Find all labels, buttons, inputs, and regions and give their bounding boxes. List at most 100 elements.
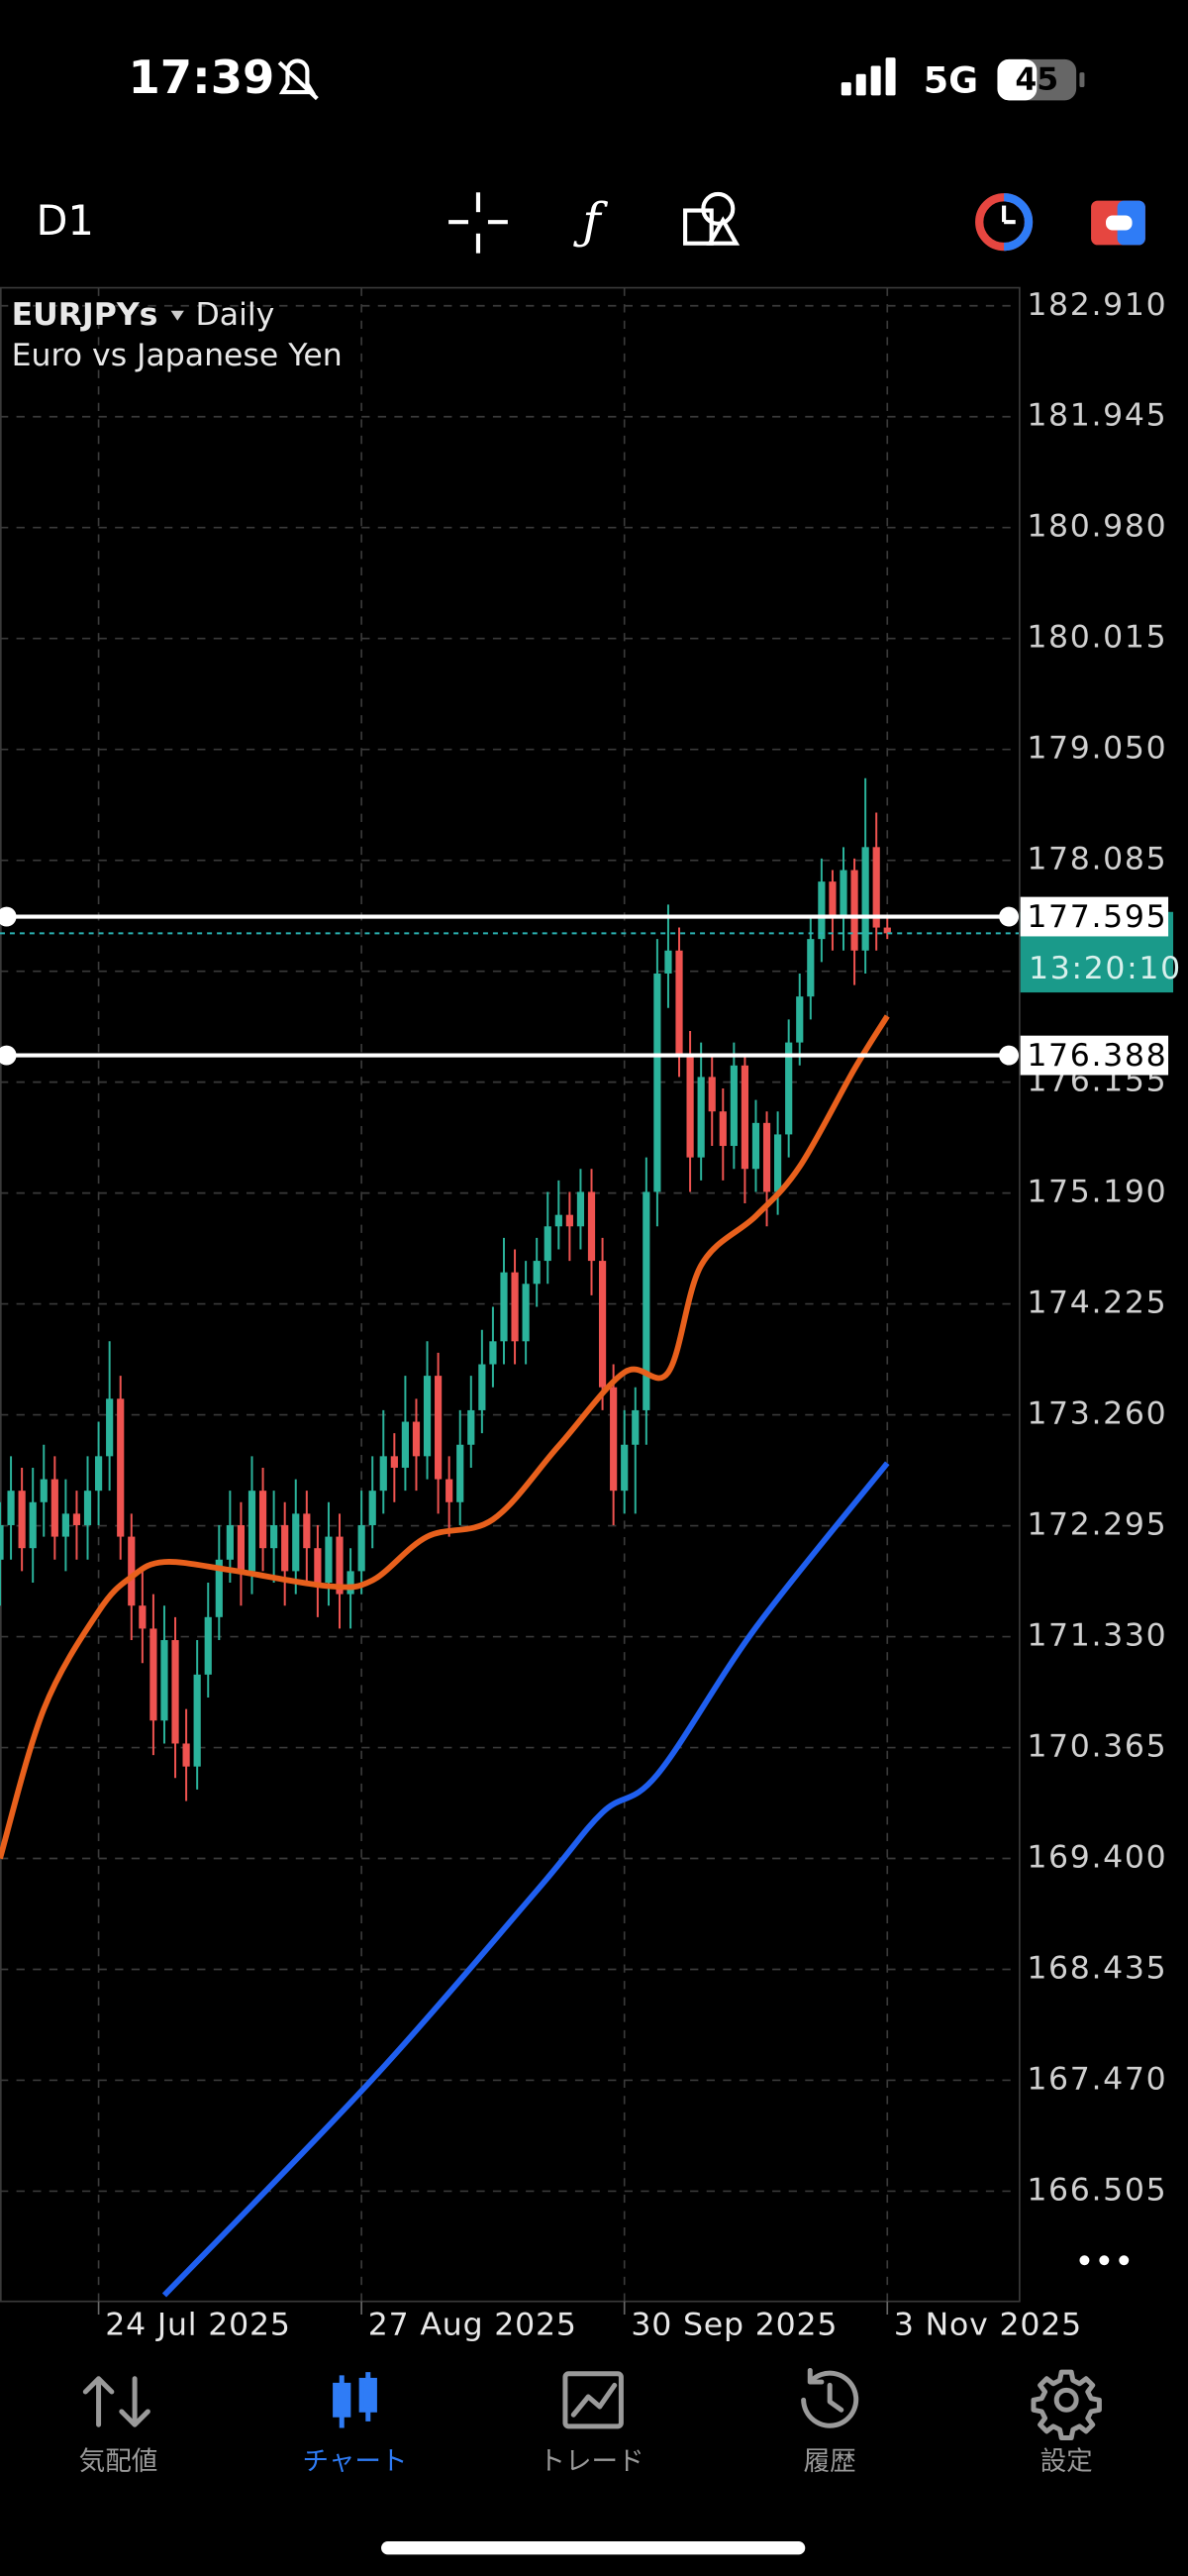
x-tick-label: 30 Sep 2025	[631, 2308, 838, 2343]
candle-body	[741, 1065, 749, 1170]
candle-body	[149, 1628, 157, 1721]
candle-body	[237, 1524, 246, 1572]
countdown: 13:20:10	[1029, 951, 1182, 986]
candle-body	[281, 1524, 289, 1572]
candle-body	[708, 1077, 716, 1112]
indicator-button[interactable]: ƒ	[572, 192, 608, 250]
candle-body	[840, 870, 847, 916]
candle-body	[785, 1042, 793, 1135]
y-tick-label: 173.260	[1027, 1396, 1167, 1432]
level-label-box	[1020, 1035, 1169, 1076]
y-tick-label: 167.470	[1027, 2061, 1167, 2097]
more-button[interactable]	[1079, 2255, 1130, 2266]
candle-body	[117, 1398, 125, 1537]
candle-body	[390, 1456, 398, 1468]
candle-body	[489, 1341, 497, 1365]
candle-body	[762, 1122, 771, 1192]
candle-body	[379, 1456, 387, 1492]
battery-level: 45	[1015, 61, 1058, 97]
candle-body	[412, 1421, 421, 1457]
candle-body	[18, 1491, 26, 1549]
timeframe[interactable]: D1	[37, 196, 94, 245]
level-label: 176.388	[1027, 1038, 1167, 1074]
moving-average	[0, 1014, 890, 1860]
level-handle[interactable]	[0, 906, 17, 927]
plot-frame	[0, 286, 1021, 2303]
chart-icon[interactable]	[333, 2372, 377, 2428]
battery-icon	[997, 58, 1085, 101]
candle-body	[292, 1513, 300, 1572]
level-handle[interactable]	[0, 1045, 17, 1066]
plot	[0, 777, 891, 2298]
candle-body	[435, 1376, 443, 1480]
level-label-box	[1020, 896, 1169, 937]
candle-body	[215, 1559, 223, 1617]
crosshair-button[interactable]	[448, 192, 508, 254]
candle-body	[258, 1491, 267, 1549]
candle-body	[818, 881, 826, 940]
y-tick-label: 170.365	[1027, 1729, 1167, 1765]
trade-button[interactable]	[975, 193, 1034, 252]
candle-body	[730, 1065, 738, 1147]
candle-body	[675, 950, 683, 1055]
candle-body	[565, 1214, 573, 1227]
nav-label[interactable]: 気配値	[79, 2446, 158, 2477]
y-tick-label: 166.505	[1027, 2172, 1167, 2208]
signal-icon	[841, 57, 896, 96]
candle-body	[226, 1524, 234, 1560]
y-tick-label: 175.190	[1027, 1175, 1167, 1210]
period: Daily	[196, 297, 275, 333]
candle-body	[522, 1284, 530, 1342]
home-indicator	[381, 2541, 806, 2555]
candle-body	[446, 1479, 453, 1502]
moving-average	[161, 1461, 890, 2298]
settings-icon[interactable]	[1031, 2369, 1102, 2440]
candle-body	[598, 1261, 607, 1388]
candle-body	[610, 1387, 618, 1492]
x-tick-label: 24 Jul 2025	[105, 2308, 291, 2343]
objects-button[interactable]	[683, 191, 741, 246]
candle-body	[336, 1536, 344, 1595]
level-handle[interactable]	[999, 1045, 1020, 1066]
description: Euro vs Japanese Yen	[12, 338, 343, 373]
symbol[interactable]: EURJPYs	[12, 297, 158, 333]
candle-body	[160, 1640, 168, 1721]
candle-body	[50, 1479, 58, 1537]
nav-label[interactable]: チャート	[303, 2446, 408, 2477]
level-handle[interactable]	[999, 906, 1020, 927]
grid	[0, 287, 1020, 2316]
nav-label[interactable]: 設定	[1040, 2446, 1093, 2477]
candle-body	[829, 881, 837, 916]
clock: 17:39	[128, 51, 274, 104]
candle-body	[40, 1479, 48, 1502]
candle-body	[401, 1421, 410, 1468]
history-icon[interactable]	[801, 2367, 859, 2428]
y-tick-label: 180.015	[1027, 620, 1167, 656]
nav-label[interactable]: トレード	[539, 2446, 644, 2477]
mute-icon	[277, 58, 319, 101]
network: 5G	[924, 59, 978, 102]
y-tick-label: 169.400	[1027, 1840, 1167, 1876]
candle-body	[697, 1077, 705, 1158]
x-tick-label: 27 Aug 2025	[368, 2308, 577, 2343]
nav-label[interactable]: 履歴	[804, 2446, 856, 2477]
candle-body	[314, 1548, 322, 1584]
candle-body	[128, 1536, 136, 1606]
candle-body	[270, 1524, 278, 1549]
candle-body	[587, 1191, 596, 1262]
candle-body	[303, 1513, 311, 1549]
candle-body	[106, 1398, 114, 1457]
symbol-dropdown[interactable]	[170, 310, 184, 321]
candle-body	[456, 1444, 464, 1502]
candle-body	[872, 847, 880, 928]
accounts-button[interactable]	[1091, 200, 1145, 246]
candle-body	[325, 1536, 333, 1584]
trade-icon[interactable]	[562, 2371, 624, 2429]
candle-body	[478, 1364, 486, 1410]
y-tick-label: 178.085	[1027, 842, 1167, 877]
candle-body	[423, 1376, 432, 1457]
candle-body	[171, 1640, 179, 1744]
quotes-icon[interactable]	[82, 2376, 150, 2427]
candle-body	[467, 1409, 475, 1445]
